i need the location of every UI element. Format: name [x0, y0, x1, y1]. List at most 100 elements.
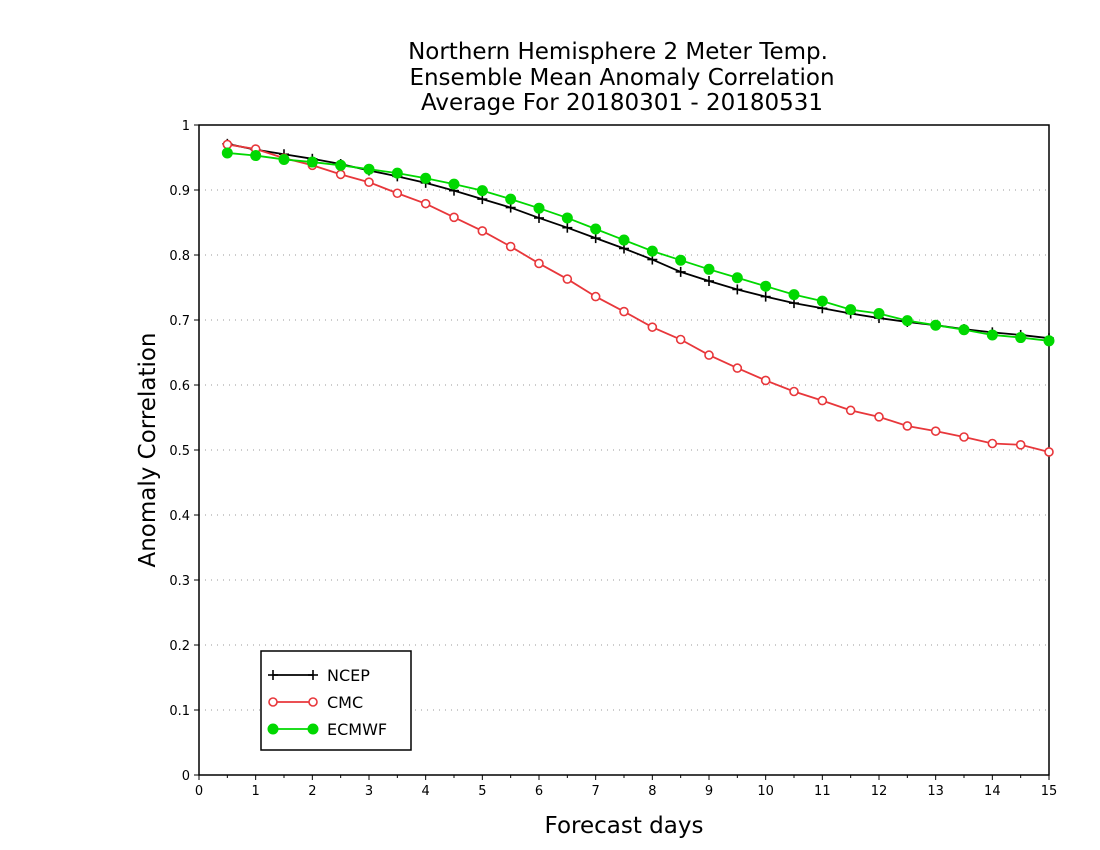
point-cmc-6	[392, 188, 403, 199]
y-tick-label-0.5: 0.5	[169, 444, 190, 459]
point-ecmwf-12	[561, 212, 573, 224]
x-tick-label-13: 13	[927, 784, 944, 799]
point-ecmwf-11	[533, 202, 545, 214]
x-tick-label-2: 2	[308, 784, 316, 799]
point-cmc-13	[590, 291, 601, 302]
point-cmc-15	[647, 322, 658, 332]
x-tick-label-6: 6	[535, 784, 543, 799]
point-ecmwf-0	[221, 147, 233, 159]
point-cmc-17	[704, 350, 714, 360]
x-tick-label-11: 11	[814, 784, 831, 799]
point-ecmwf-3	[306, 156, 318, 168]
title-line-2: Ensemble Mean Anomaly Correlation	[409, 65, 834, 91]
legend-item-ecmwf: ECMWF	[267, 720, 387, 739]
chart-title: Northern Hemisphere 2 Meter Temp. Ensemb…	[408, 39, 834, 116]
legend-marker-end-ecmwf	[307, 723, 319, 735]
point-ecmwf-16	[675, 254, 687, 266]
point-ecmwf-28	[1015, 332, 1027, 344]
point-ncep-11	[534, 212, 544, 223]
point-cmc-10	[505, 241, 516, 252]
x-tick-label-10: 10	[757, 784, 774, 799]
point-cmc-22	[845, 405, 856, 416]
point-cmc-5	[364, 177, 374, 187]
point-cmc-24	[902, 421, 913, 431]
series-line-ecmwf	[227, 152, 1050, 342]
point-ecmwf-20	[788, 289, 800, 301]
x-tick-label-1: 1	[252, 784, 260, 799]
point-ecmwf-9	[476, 185, 488, 197]
legend-marker-start-ncep	[268, 670, 278, 680]
y-tick-label-0.3: 0.3	[169, 574, 190, 589]
title-line-1: Northern Hemisphere 2 Meter Temp.	[408, 39, 828, 65]
x-tick-label-8: 8	[648, 784, 656, 799]
point-cmc-9	[477, 226, 488, 236]
y-tick-label-0.8: 0.8	[169, 249, 190, 264]
point-ecmwf-19	[760, 280, 772, 292]
y-tick-label-0.7: 0.7	[169, 314, 190, 329]
legend-label-cmc: CMC	[327, 693, 363, 712]
point-ecmwf-10	[505, 193, 517, 205]
point-cmc-23	[874, 412, 884, 422]
point-cmc-21	[817, 395, 828, 406]
legend: NCEP CMC ECMWF	[260, 650, 412, 751]
y-tick-label-0.4: 0.4	[169, 509, 190, 524]
point-cmc-0	[222, 139, 233, 150]
legend-item-cmc: CMC	[268, 693, 363, 712]
x-tick-label-9: 9	[705, 784, 713, 799]
axes-layer: 0 1 2 3 4 5 6 7 8 9 10 11 12 13 14 1500.10.20.30.40.50.…	[169, 119, 1057, 799]
y-tick-label-0: 0	[182, 769, 190, 784]
point-ncep-13	[590, 233, 601, 244]
point-ecmwf-24	[901, 315, 913, 327]
point-ecmwf-18	[731, 272, 743, 284]
series-layer	[221, 138, 1055, 457]
point-cmc-25	[930, 426, 941, 436]
point-ecmwf-26	[958, 324, 970, 336]
x-tick-label-15: 15	[1041, 784, 1058, 799]
point-cmc-29	[1044, 447, 1054, 457]
legend-marker-end-ncep	[308, 670, 318, 680]
point-cmc-20	[789, 386, 799, 397]
point-cmc-12	[562, 274, 573, 284]
point-ecmwf-8	[448, 178, 460, 190]
series-ecmwf	[221, 147, 1055, 347]
point-ncep-16	[675, 266, 686, 277]
point-ncep-17	[704, 276, 714, 286]
legend-item-ncep: NCEP	[268, 666, 370, 685]
point-ncep-18	[732, 284, 743, 295]
y-tick-label-0.6: 0.6	[169, 379, 190, 394]
legend-label-ecmwf: ECMWF	[327, 720, 387, 739]
point-cmc-14	[619, 306, 629, 317]
x-tick-label-14: 14	[984, 784, 1001, 799]
legend-marker-start-cmc	[268, 697, 278, 707]
series-line-cmc	[227, 143, 1050, 453]
point-ecmwf-29	[1043, 335, 1055, 347]
point-ecmwf-2	[278, 153, 290, 165]
point-ecmwf-21	[816, 295, 828, 307]
point-ecmwf-13	[590, 223, 602, 235]
x-tick-label-12: 12	[871, 784, 888, 799]
x-tick-label-4: 4	[422, 784, 430, 799]
title-line-3: Average For 20180301 - 20180531	[421, 90, 823, 116]
point-ncep-19	[760, 291, 771, 302]
point-ncep-12	[562, 222, 573, 233]
point-cmc-26	[959, 432, 969, 442]
legend-box	[260, 650, 412, 751]
series-ncep	[222, 138, 1054, 344]
y-axis-label: Anomaly Correlation	[135, 332, 161, 567]
x-tick-label-3: 3	[365, 784, 373, 799]
x-tick-label-5: 5	[478, 784, 486, 799]
point-cmc-11	[534, 258, 544, 269]
x-tick-label-7: 7	[592, 784, 600, 799]
legend-label-ncep: NCEP	[327, 666, 370, 685]
y-tick-label-0.1: 0.1	[169, 704, 190, 719]
point-cmc-19	[760, 375, 771, 386]
legend-marker-end-cmc	[308, 697, 318, 707]
grid-layer	[199, 189, 1049, 711]
point-cmc-27	[987, 438, 998, 449]
series-cmc	[222, 139, 1054, 457]
point-ecmwf-7	[420, 172, 432, 184]
point-cmc-16	[675, 334, 686, 345]
legend-marker-start-ecmwf	[267, 723, 279, 735]
y-tick-label-0.9: 0.9	[169, 184, 190, 199]
x-axis-label: Forecast days	[545, 813, 704, 839]
